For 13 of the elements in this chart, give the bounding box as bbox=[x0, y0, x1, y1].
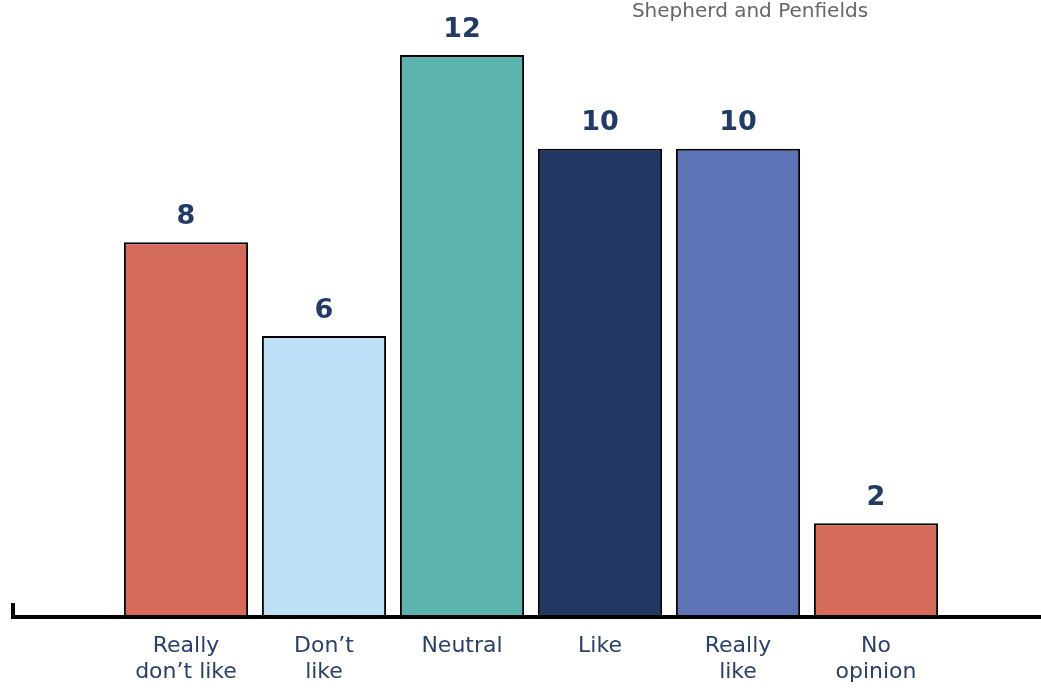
data-label: 10 bbox=[719, 105, 757, 137]
x-tick-label: Neutral bbox=[421, 631, 503, 657]
data-label: 2 bbox=[866, 479, 886, 511]
x-tick-label: Really like bbox=[704, 631, 772, 684]
chart-subtitle: Shepherd and Penfields bbox=[630, 0, 870, 22]
data-label: 8 bbox=[176, 198, 196, 230]
x-tick-label: Really don’t like bbox=[135, 631, 237, 684]
data-label: 10 bbox=[581, 105, 619, 137]
x-tick-label: Don’t like bbox=[294, 631, 355, 684]
data-label: 6 bbox=[314, 292, 334, 324]
x-tick-label: Like bbox=[578, 631, 622, 657]
data-label: 12 bbox=[443, 11, 481, 43]
x-tick-label: No opinion bbox=[835, 631, 917, 684]
